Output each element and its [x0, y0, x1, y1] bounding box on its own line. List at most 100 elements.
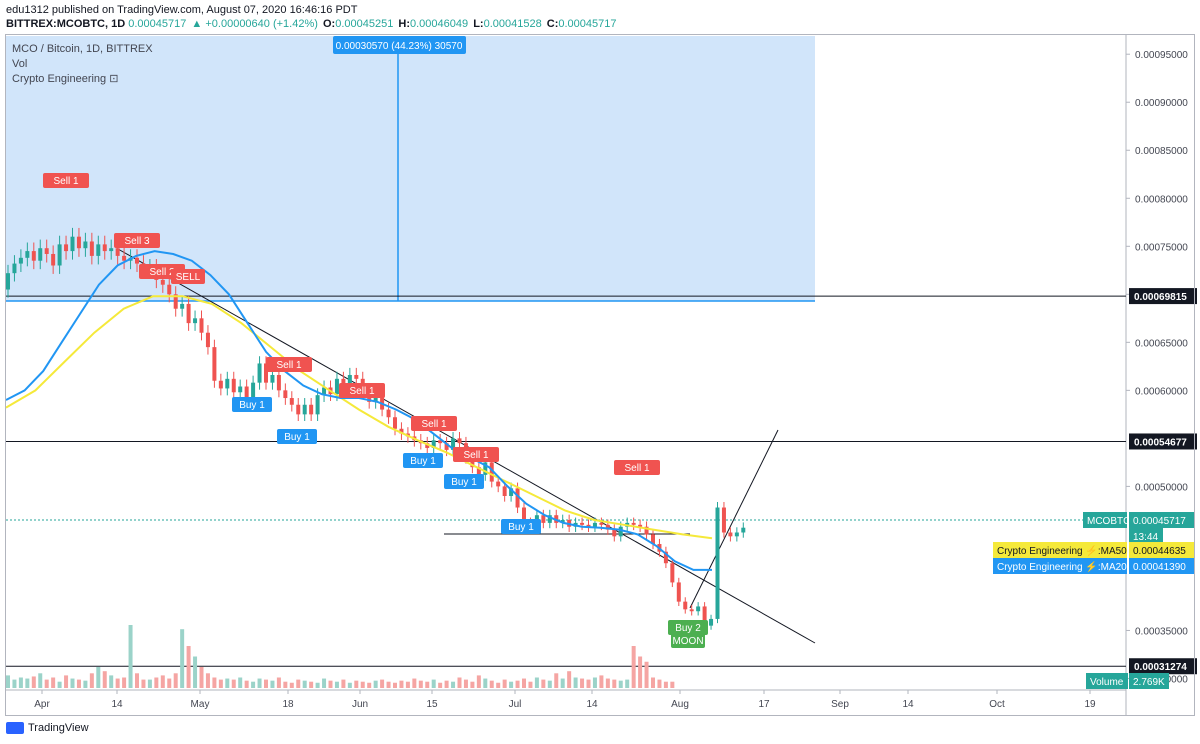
volume-bar [638, 656, 643, 688]
candle-body [689, 609, 694, 612]
volume-bar [296, 679, 301, 688]
volume-bar [592, 677, 597, 688]
h-value: 0.00046049 [410, 18, 469, 30]
candle-body [276, 374, 281, 391]
signal-buy-bg [444, 474, 484, 489]
volume-bar [438, 682, 443, 688]
y-tick-label: 0.00095000 [1135, 50, 1188, 61]
volume-bar [567, 671, 572, 688]
y-tick-label: 0.00035000 [1135, 626, 1188, 637]
volume-bar [496, 682, 501, 688]
candle-body [644, 526, 649, 535]
candle-body [560, 520, 565, 523]
volume-bar [212, 677, 217, 688]
volume-bar [573, 677, 578, 688]
volume-bar [380, 679, 385, 688]
level-label: 0.00031274 [1134, 662, 1187, 673]
signal-buy-bg [277, 429, 317, 444]
level-label-bg [1129, 658, 1197, 675]
footer-brand: TradingView [28, 722, 89, 734]
candle-body [631, 522, 636, 525]
volume-bar [225, 678, 230, 688]
l-label: L: [473, 18, 484, 30]
volume-bar [38, 673, 43, 688]
volume-bar [25, 678, 30, 688]
x-tick-label: Sep [831, 699, 849, 710]
volume-bar [12, 679, 17, 688]
candle-body [509, 488, 514, 496]
volume-bar [141, 679, 146, 688]
c-label: C: [546, 18, 559, 30]
volume-bar [599, 675, 604, 688]
candle-body [135, 257, 139, 264]
volume-value-tag-bg [1129, 673, 1169, 689]
candle-body [322, 387, 327, 396]
measure-box [6, 36, 815, 301]
candle-body [522, 507, 526, 523]
y-tick-label: 0.00075000 [1135, 242, 1188, 253]
volume-bar [360, 681, 365, 688]
candle-body [502, 486, 507, 496]
volume-bar [154, 677, 159, 688]
volume-bar [657, 679, 662, 688]
volume-bar [547, 680, 552, 688]
candle-body [470, 457, 475, 468]
volume-bar [347, 682, 352, 688]
volume-bar [580, 678, 585, 688]
candle-body [334, 378, 339, 395]
x-tick-label: Apr [34, 699, 50, 710]
volume-name-tag: Volume [1090, 677, 1124, 688]
tradingview-logo-icon [6, 722, 24, 734]
candle-body [309, 404, 314, 415]
volume-bar [160, 675, 165, 688]
candle-body [31, 251, 36, 261]
volume-bar [618, 680, 623, 688]
volume-bar [102, 671, 107, 688]
x-tick-label: 17 [758, 699, 770, 710]
volume-bar [193, 656, 198, 688]
volume-name-tag-bg [1086, 673, 1128, 689]
x-tick-label: 15 [426, 699, 438, 710]
legend-indicator[interactable]: Crypto Engineering ⊡ [12, 73, 119, 85]
signal-sell-bg [453, 447, 499, 462]
x-tick-label: 19 [1084, 699, 1096, 710]
candle-body [386, 409, 391, 418]
volume-bar [586, 679, 591, 688]
volume-bar [289, 682, 294, 688]
signal-sell-bg [411, 416, 457, 431]
candle-body [25, 251, 30, 258]
volume-bar [270, 680, 275, 688]
candle-body [476, 467, 481, 475]
volume-bar [631, 646, 636, 688]
signal-moon-label: Buy 2 [675, 623, 701, 634]
candle-body [347, 374, 352, 391]
signal-sell-label: Sell 1 [349, 386, 374, 397]
volume-bar [560, 678, 565, 688]
candle-body [57, 244, 62, 266]
volume-bar [283, 681, 288, 688]
volume-bar [534, 677, 539, 688]
volume-bar [444, 680, 449, 688]
volume-bar [522, 678, 526, 688]
candle-body [212, 347, 217, 381]
chart-frame [5, 34, 1195, 716]
signal-sell-bg [114, 233, 160, 248]
candle-body [315, 395, 320, 415]
countdown-tag-bg [1129, 528, 1163, 544]
volume-bar [302, 680, 307, 688]
header: edu1312 published on TradingView.com, Au… [0, 0, 1200, 34]
candle-body [283, 390, 288, 399]
ohlc-line: BITTREX:MCOBTC, 1D 0.00045717 ▲ +0.00000… [6, 18, 619, 30]
volume-bar [386, 681, 391, 688]
candle-body [96, 244, 101, 256]
signal-sell-bg [614, 460, 660, 475]
signal-sell-label: Sell 1 [624, 463, 649, 474]
volume-bar [431, 679, 436, 688]
last-value-tag-bg [1129, 512, 1195, 528]
countdown-tag: 13:44 [1133, 532, 1158, 543]
volume-bar [425, 681, 430, 688]
change: ▲ +0.00000640 (+1.42%) [191, 18, 318, 30]
candle-body [231, 378, 236, 393]
x-tick-label: 14 [586, 699, 598, 710]
